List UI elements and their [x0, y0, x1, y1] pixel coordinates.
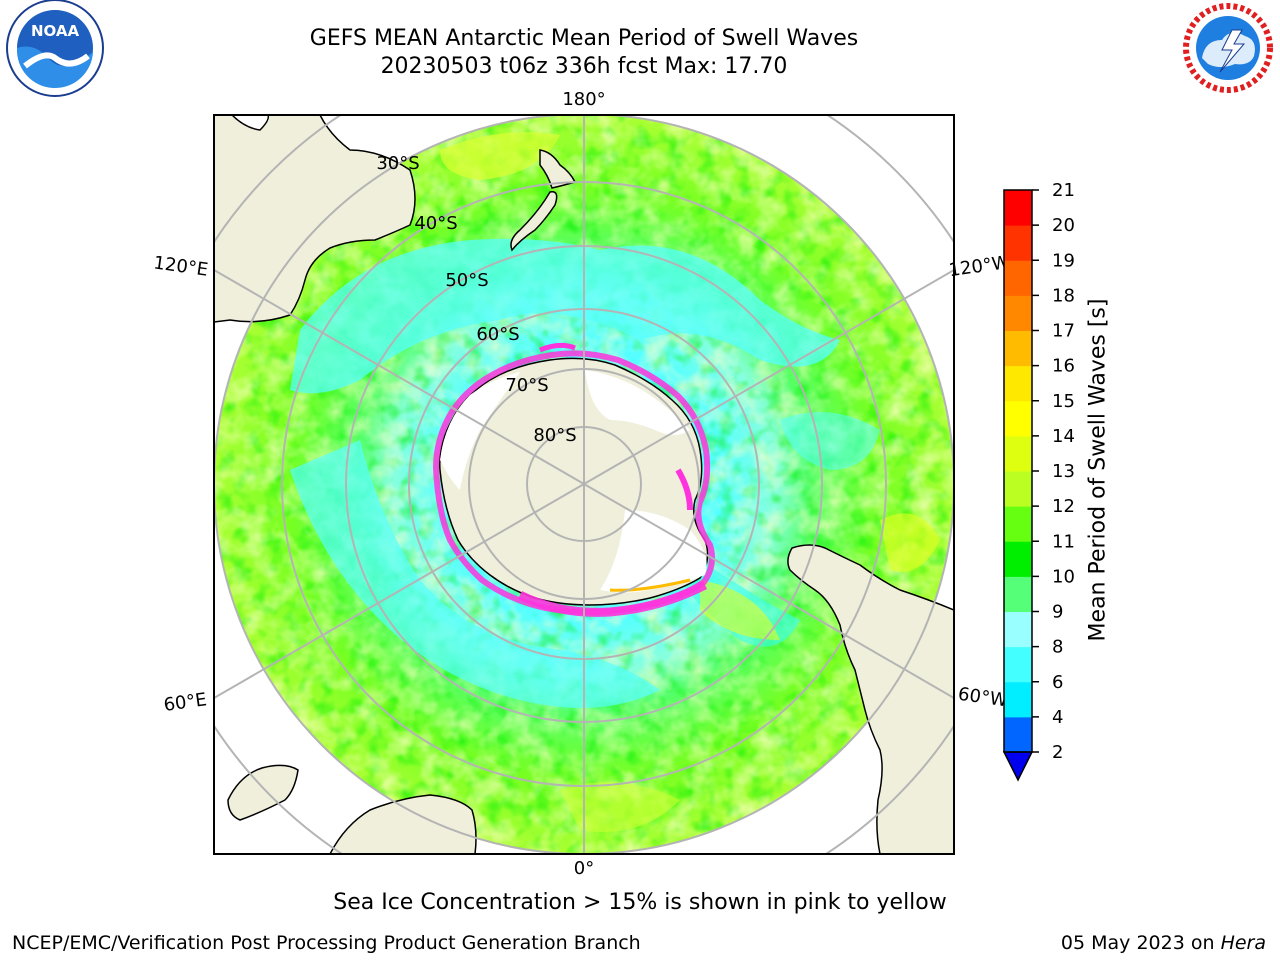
lat-label-70s: 70°S [505, 375, 548, 396]
colorbar-swatch [1004, 576, 1032, 612]
lat-label-60s: 60°S [476, 324, 519, 345]
map-subtitle: 20230503 t06z 336h fcst Max: 17.70 [380, 54, 788, 79]
colorbar-swatch [1004, 295, 1032, 331]
colorbar-swatch [1004, 541, 1032, 577]
colorbar-tick-label: 6 [1052, 672, 1063, 693]
lat-label-30s: 30°S [376, 153, 419, 174]
colorbar-swatch [1004, 611, 1032, 648]
colorbar-swatch [1004, 646, 1032, 683]
footer-host: Hera [1220, 932, 1266, 954]
colorbar-tick-label: 15 [1052, 391, 1075, 412]
footer-date-text: 05 May 2023 on [1060, 932, 1221, 954]
colorbar-tick-label: 12 [1052, 496, 1075, 517]
colorbar-tick-label: 10 [1052, 566, 1075, 587]
lon-label-120w: 120°W [947, 252, 1011, 281]
colorbar-swatch [1004, 435, 1032, 472]
sea-ice-edge [432, 342, 715, 617]
colorbar-label: Mean Period of Swell Waves [s] [1085, 298, 1111, 642]
noaa-logo: NOAA [6, 0, 104, 97]
colorbar-swatch [1004, 190, 1032, 226]
lat-label-80s: 80°S [533, 425, 576, 446]
lat-label-50s: 50°S [445, 270, 488, 291]
lon-label-120e: 120°E [152, 252, 209, 280]
lon-label-60e: 60°E [162, 689, 208, 716]
colorbar-swatch [1004, 365, 1032, 402]
graticule [214, 115, 954, 854]
land-masses [214, 115, 954, 854]
colorbar-tick-label: 8 [1052, 637, 1063, 658]
colorbar-tick-label: 14 [1052, 426, 1075, 447]
footer-branch: NCEP/EMC/Verification Post Processing Pr… [12, 932, 641, 954]
colorbar-tick-label: 21 [1052, 180, 1075, 201]
colorbar-tick-label: 2 [1052, 742, 1063, 763]
colorbar: 2 4 6 8 9 10 11 12 13 14 15 16 17 18 19 20 21 [1002, 180, 1075, 782]
nws-logo [1180, 0, 1276, 96]
colorbar-tick-label: 13 [1052, 461, 1075, 482]
lat-label-40s: 40°S [414, 213, 457, 234]
colorbar-tick-label: 19 [1052, 250, 1075, 271]
colorbar-tick-label: 20 [1052, 215, 1075, 236]
lon-label-0: 0° [574, 858, 594, 879]
sea-ice-caption: Sea Ice Concentration > 15% is shown in … [333, 890, 947, 915]
colorbar-tick-label: 17 [1052, 321, 1075, 342]
colorbar-swatch [1004, 681, 1032, 718]
noaa-logo-text: NOAA [31, 22, 80, 40]
colorbar-tick-label: 9 [1052, 602, 1063, 623]
lon-label-60w: 60°W [957, 684, 1009, 712]
colorbar-tick-label: 18 [1052, 285, 1075, 306]
colorbar-swatch [1004, 716, 1032, 753]
colorbar-swatch [1004, 260, 1032, 296]
colorbar-swatch [1004, 400, 1032, 437]
colorbar-swatch [1004, 471, 1032, 507]
colorbar-swatch [1004, 330, 1032, 367]
colorbar-extend-arrow [1002, 751, 1034, 782]
colorbar-tick-label: 11 [1052, 531, 1075, 552]
footer-date: 05 May 2023 on Hera [1061, 932, 1266, 954]
map-title: GEFS MEAN Antarctic Mean Period of Swell… [309, 26, 859, 51]
map-frame [213, 114, 955, 855]
colorbar-tick-label: 4 [1052, 707, 1063, 728]
lon-label-180: 180° [562, 89, 605, 110]
colorbar-tick-label: 16 [1052, 356, 1075, 377]
colorbar-swatch [1004, 506, 1032, 542]
colorbar-swatch [1004, 225, 1032, 261]
